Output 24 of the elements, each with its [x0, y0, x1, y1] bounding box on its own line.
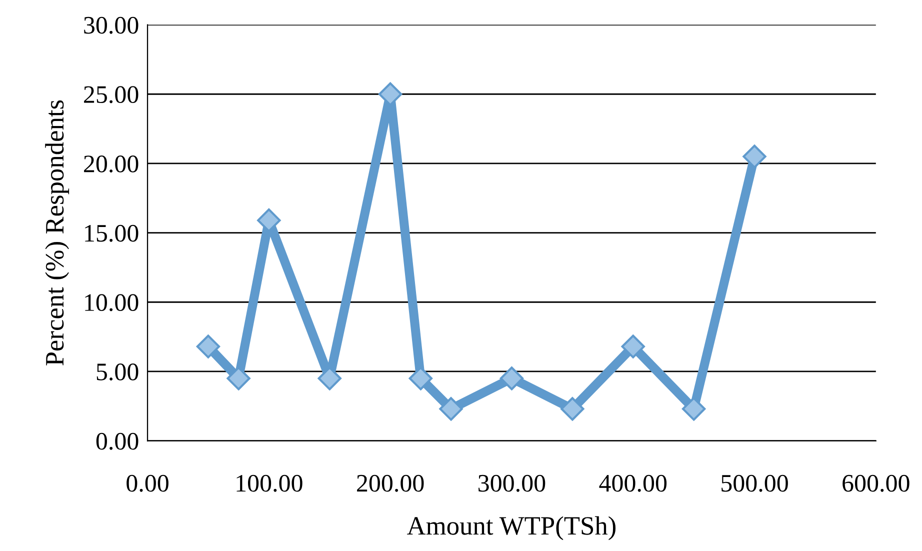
y-axis-title: Percent (%) Respondents — [45, 100, 70, 366]
x-axis-title: Amount WTP(TSh) — [407, 516, 616, 540]
y-tick-label: 25.00 — [84, 86, 138, 104]
x-tick-label: 0.00 — [126, 474, 168, 492]
point — [500, 366, 524, 390]
y-tick-label: 20.00 — [84, 156, 138, 172]
point — [742, 144, 766, 168]
x-tick-label: 100.00 — [236, 474, 302, 492]
point — [196, 334, 220, 358]
point — [560, 397, 584, 421]
x-tick-label: 200.00 — [357, 474, 424, 492]
x-tick-label: 400.00 — [599, 474, 667, 492]
y-tick-label: 15.00 — [85, 224, 138, 242]
point — [226, 366, 250, 390]
x-tick-label: 600.00 — [842, 474, 910, 492]
point — [682, 397, 706, 421]
x-tick-label: 300.00 — [478, 474, 546, 492]
point — [439, 397, 463, 421]
y-tick-label: 10.00 — [85, 294, 138, 312]
y-tick-label: 0.00 — [96, 432, 138, 450]
y-tick-label: 5.00 — [96, 364, 138, 380]
x-tick-label: 500.00 — [722, 474, 788, 492]
point — [621, 334, 645, 358]
y-tick-label: 30.00 — [84, 16, 138, 34]
